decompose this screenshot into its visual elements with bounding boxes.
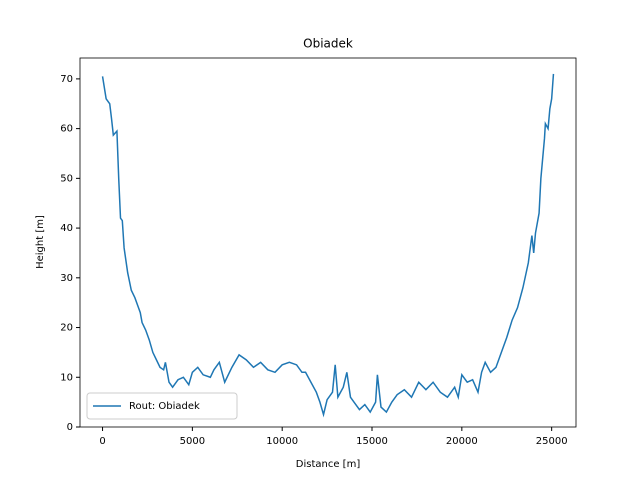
chart-title: Obiadek: [303, 37, 353, 51]
y-tick-label: 0: [67, 422, 73, 433]
x-tick-label: 10000: [266, 436, 298, 447]
data-line: [101, 73, 555, 418]
plot-frame: [79, 57, 577, 428]
x-tick-label: 15000: [356, 436, 388, 447]
x-axis-label: Distance [m]: [296, 459, 361, 470]
y-tick-label: 10: [60, 372, 73, 383]
y-tick-label: 70: [60, 74, 73, 85]
x-tick-label: 20000: [446, 436, 478, 447]
y-tick-label: 20: [60, 323, 73, 334]
legend-box: [86, 392, 238, 420]
legend-label: Rout: Obiadek: [129, 401, 200, 412]
x-tick-label: 0: [99, 436, 105, 447]
y-tick-label: 50: [60, 173, 73, 184]
y-axis-label: Height [m]: [35, 215, 46, 269]
y-tick-label: 60: [60, 124, 73, 135]
y-tick-label: 30: [60, 273, 73, 284]
x-tick-label: 5000: [180, 436, 205, 447]
y-tick-label: 40: [60, 223, 73, 234]
x-tick-label: 25000: [536, 436, 568, 447]
